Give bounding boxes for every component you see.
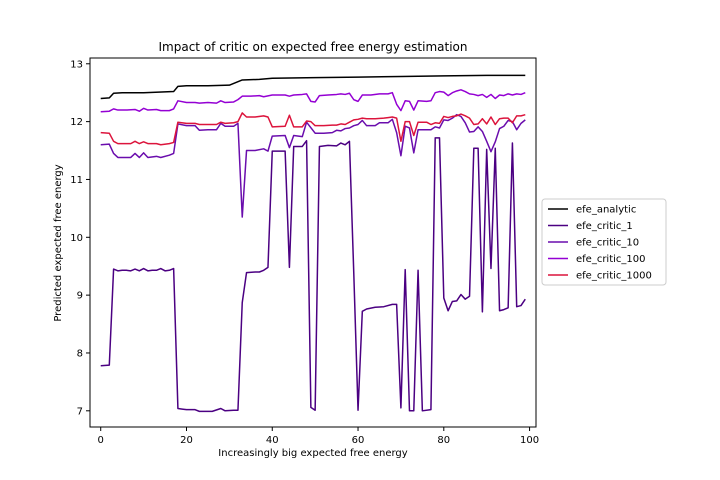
- y-tick-label: 10: [70, 233, 83, 244]
- x-tick-label: 80: [437, 435, 450, 446]
- series-line-efe-analytic: [100, 74, 526, 100]
- legend-label: efe_critic_1: [576, 221, 633, 232]
- x-tick-label: 100: [520, 435, 539, 446]
- plot-frame: [89, 57, 537, 428]
- x-tick-label: 40: [266, 435, 279, 446]
- y-axis-label: Predicted expected free energy: [53, 164, 64, 321]
- x-tick-label: 20: [180, 435, 193, 446]
- plot-area: [89, 57, 537, 428]
- series-line-efe-critic-10: [100, 113, 526, 218]
- y-tick-label: 12: [70, 117, 83, 128]
- chart-title: Impact of critic on expected free energy…: [159, 40, 468, 54]
- y-tick-label: 8: [77, 348, 83, 359]
- legend-label: efe_critic_1000: [576, 271, 652, 282]
- legend-box: [541, 198, 667, 286]
- legend-label: efe_critic_10: [576, 238, 639, 249]
- x-tick-label: 60: [352, 435, 365, 446]
- y-axis: 7 8 9 10 11 12 13: [70, 59, 90, 417]
- x-axis: 0 20 40 60 80 100: [98, 427, 539, 446]
- y-tick-label: 11: [70, 175, 83, 186]
- legend: efe_analytic efe_critic_1 efe_critic_10efe…: [541, 198, 667, 286]
- x-axis-label: Increasingly big expected free energy: [218, 448, 407, 459]
- y-tick-label: 7: [77, 406, 83, 417]
- series-line-efe-critic-100: [100, 89, 526, 113]
- series-line-efe-critic-1: [100, 137, 526, 413]
- legend-label: efe_analytic: [576, 205, 636, 216]
- series-layer: [100, 74, 526, 413]
- x-tick-label: 0: [98, 435, 104, 446]
- y-tick-label: 13: [70, 59, 83, 70]
- legend-label: efe_critic_100: [576, 254, 646, 265]
- y-tick-label: 9: [77, 291, 83, 302]
- series-line-efe-critic-1000: [100, 112, 526, 146]
